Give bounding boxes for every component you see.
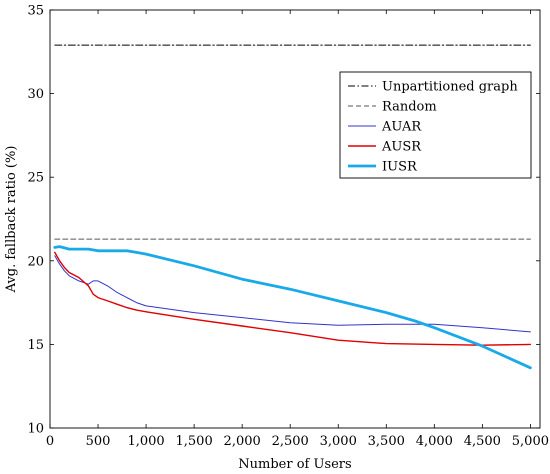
- legend-label: AUAR: [381, 120, 422, 135]
- y-tick-label: 20: [27, 254, 44, 269]
- series-line-auar: [54, 255, 531, 333]
- y-tick-label: 30: [27, 87, 44, 102]
- series-line-iusr: [53, 245, 532, 370]
- plot-border: [49, 9, 541, 429]
- legend-box: [339, 71, 532, 179]
- legend-label: IUSR: [382, 160, 418, 175]
- y-tick-label: 35: [27, 4, 44, 19]
- x-tick-label: 3,000: [320, 434, 357, 449]
- x-tick-label: 500: [86, 434, 111, 449]
- x-tick-label: 2,000: [224, 434, 261, 449]
- series-line-ausr: [54, 251, 532, 346]
- plot-frame: [49, 9, 541, 429]
- x-tick-label: 1,500: [176, 434, 213, 449]
- y-tick-label: 15: [27, 338, 44, 353]
- legend-label: AUSR: [381, 140, 422, 155]
- y-tick-label: 10: [27, 422, 44, 437]
- x-tick-label: 1,000: [127, 434, 164, 449]
- legend: Unpartitioned graph Random AUAR AUSR IUSR: [339, 71, 532, 179]
- x-tick-label: 4,500: [464, 434, 501, 449]
- y-axis: 10 15 20 25 30 35: [27, 4, 540, 437]
- x-tick-label: 5,000: [512, 434, 549, 449]
- x-axis-title: Number of Users: [238, 457, 351, 472]
- x-axis: 0 500 1,000 1,500 2,000 2,500 3,000 3,500 4,000 4…: [46, 10, 549, 449]
- x-tick-label: 2,500: [272, 434, 309, 449]
- series-layer: [53, 44, 532, 370]
- y-axis-title: Avg. fallback ratio (%): [4, 146, 19, 294]
- y-tick-label: 25: [27, 171, 44, 186]
- x-tick-label: 0: [46, 434, 54, 449]
- legend-label: Unpartitioned graph: [382, 80, 518, 95]
- legend-label: Random: [382, 100, 437, 115]
- x-tick-label: 4,000: [416, 434, 453, 449]
- x-tick-label: 3,500: [368, 434, 405, 449]
